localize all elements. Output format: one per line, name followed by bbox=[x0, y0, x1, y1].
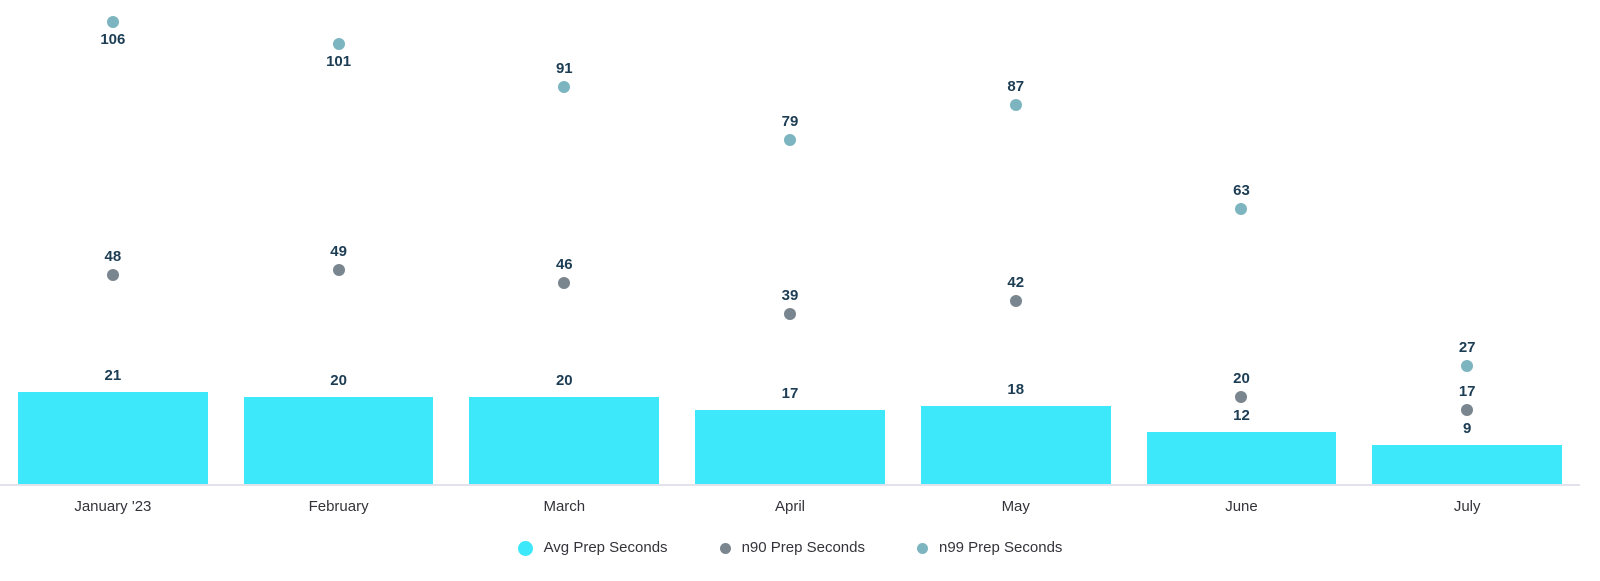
x-axis-labels: January '23 February March April May June July bbox=[0, 486, 1580, 516]
avg-prep-seconds-value-label: 12 bbox=[1233, 406, 1250, 424]
legend-item-n99-prep-seconds[interactable]: n99 Prep Seconds bbox=[916, 538, 1063, 558]
n90-prep-seconds-point[interactable] bbox=[332, 264, 345, 277]
legend: Avg Prep Seconds n90 Prep Seconds n99 Prep… bbox=[0, 538, 1580, 558]
chart-column-january-23: 21 48 106 bbox=[0, 0, 226, 484]
n90-prep-seconds-value-label: 49 bbox=[330, 243, 347, 261]
chart-column-may: 18 42 87 bbox=[903, 0, 1129, 484]
n99-prep-seconds-value-label: 87 bbox=[1007, 77, 1025, 95]
n90-prep-seconds-value-label: 46 bbox=[555, 256, 573, 274]
n90-prep-seconds-point[interactable] bbox=[106, 268, 119, 281]
legend-item-avg-prep-seconds[interactable]: Avg Prep Seconds bbox=[517, 538, 668, 558]
n99-prep-seconds-point[interactable] bbox=[1009, 98, 1022, 111]
avg-prep-seconds-value-label: 17 bbox=[781, 384, 799, 402]
n99-prep-seconds-value-label: 91 bbox=[555, 60, 573, 78]
n90-prep-seconds-point[interactable] bbox=[558, 277, 571, 290]
avg-prep-seconds-value-label: 21 bbox=[104, 367, 122, 385]
x-label-may: May bbox=[1001, 498, 1030, 515]
n90-prep-seconds-value-label: 39 bbox=[781, 286, 799, 304]
n90-prep-seconds-legend-swatch-icon bbox=[719, 542, 731, 554]
n90-prep-seconds-point[interactable] bbox=[784, 307, 797, 320]
x-label-january-23: January '23 bbox=[74, 498, 152, 515]
x-axis-baseline bbox=[0, 484, 1580, 486]
avg-prep-seconds-value-label: 20 bbox=[555, 371, 573, 389]
chart-container: 21 48 106 20 49 101 20 46 91 17 39 79 18 42 87 12 20 63 9 1… bbox=[0, 0, 1580, 558]
legend-item-n90-prep-seconds[interactable]: n90 Prep Seconds bbox=[719, 538, 865, 558]
n99-prep-seconds-value-label: 27 bbox=[1458, 339, 1476, 357]
chart-plot-area: 21 48 106 20 49 101 20 46 91 17 39 79 18 42 87 12 20 63 9 1… bbox=[0, 0, 1580, 486]
avg-prep-seconds-value-label: 18 bbox=[1007, 380, 1025, 398]
chart-column-june: 12 20 63 bbox=[1129, 0, 1355, 484]
chart-column-july: 9 17 27 bbox=[1354, 0, 1580, 484]
x-label-february: February bbox=[308, 498, 369, 515]
n99-prep-seconds-point[interactable] bbox=[106, 15, 119, 28]
n99-prep-seconds-value-label: 79 bbox=[781, 112, 799, 130]
n99-prep-seconds-point[interactable] bbox=[1461, 360, 1474, 373]
x-label-june: June bbox=[1225, 498, 1258, 515]
n90-prep-seconds-point[interactable] bbox=[1009, 294, 1022, 307]
avg-prep-seconds-bar[interactable] bbox=[1146, 431, 1337, 484]
n99-prep-seconds-point[interactable] bbox=[1235, 203, 1248, 216]
n90-prep-seconds-point[interactable] bbox=[1235, 390, 1248, 403]
n99-prep-seconds-value-label: 106 bbox=[100, 30, 126, 48]
legend-item-label: n99 Prep Seconds bbox=[938, 539, 1063, 556]
n99-prep-seconds-point[interactable] bbox=[558, 81, 571, 94]
n99-prep-seconds-point[interactable] bbox=[784, 133, 797, 146]
x-label-march: March bbox=[543, 498, 586, 515]
n99-prep-seconds-point[interactable] bbox=[332, 37, 345, 50]
avg-prep-seconds-bar[interactable] bbox=[469, 396, 660, 484]
avg-prep-seconds-bar[interactable] bbox=[1372, 444, 1562, 484]
x-label-july: July bbox=[1453, 498, 1481, 515]
n90-prep-seconds-value-label: 48 bbox=[104, 247, 122, 265]
chart-column-february: 20 49 101 bbox=[226, 0, 452, 484]
avg-prep-seconds-bar[interactable] bbox=[243, 396, 434, 484]
n99-prep-seconds-value-label: 101 bbox=[326, 52, 352, 70]
x-label-april: April bbox=[775, 498, 806, 515]
avg-prep-seconds-value-label: 20 bbox=[330, 371, 347, 389]
avg-prep-seconds-bar[interactable] bbox=[695, 409, 885, 484]
n90-prep-seconds-value-label: 42 bbox=[1007, 273, 1025, 291]
legend-item-label: Avg Prep Seconds bbox=[543, 539, 668, 556]
avg-prep-seconds-legend-swatch-icon bbox=[517, 540, 533, 556]
avg-prep-seconds-bar[interactable] bbox=[920, 405, 1111, 484]
n99-prep-seconds-value-label: 63 bbox=[1233, 182, 1250, 200]
chart-column-march: 20 46 91 bbox=[451, 0, 677, 484]
legend-item-label: n90 Prep Seconds bbox=[741, 539, 865, 556]
avg-prep-seconds-value-label: 9 bbox=[1463, 419, 1472, 437]
n90-prep-seconds-value-label: 17 bbox=[1458, 382, 1476, 400]
chart-column-april: 17 39 79 bbox=[677, 0, 903, 484]
n99-prep-seconds-legend-swatch-icon bbox=[916, 542, 928, 554]
avg-prep-seconds-bar[interactable] bbox=[18, 392, 208, 484]
n90-prep-seconds-value-label: 20 bbox=[1233, 369, 1250, 387]
n90-prep-seconds-point[interactable] bbox=[1461, 403, 1474, 416]
